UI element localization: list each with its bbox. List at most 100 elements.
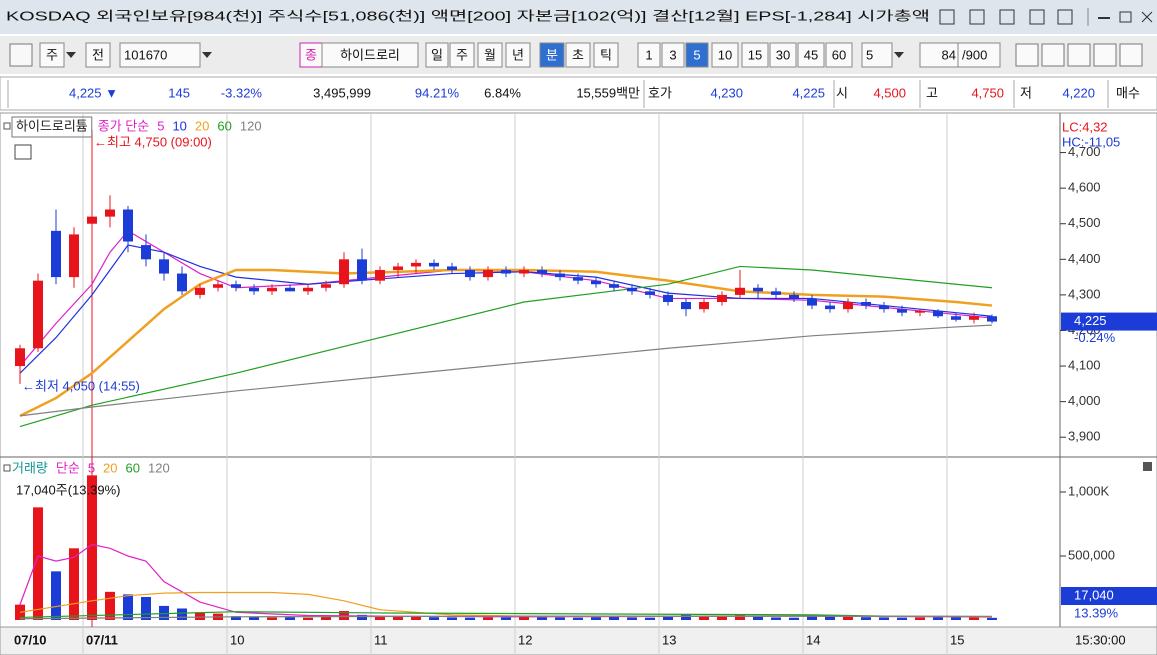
close-button[interactable] <box>1141 11 1153 23</box>
candle-body <box>465 269 475 278</box>
dropdown-arrow[interactable] <box>66 52 76 58</box>
candle-body <box>285 287 295 292</box>
volume-bar <box>159 605 169 620</box>
volume-bar <box>915 617 925 620</box>
candle-body <box>555 273 565 278</box>
quote-bar <box>0 76 1157 111</box>
quote-value: 4,500 <box>873 85 906 100</box>
candle-body <box>69 234 79 278</box>
volume-bar <box>735 614 745 620</box>
tool-icon[interactable] <box>1119 43 1143 67</box>
toolbar-button[interactable] <box>539 42 565 68</box>
candle-body <box>375 269 385 281</box>
toolbar-label: 초 <box>572 47 584 62</box>
toolbar-button[interactable] <box>85 42 111 68</box>
quote-value: -3.32% <box>221 85 263 100</box>
toolbar-button[interactable] <box>425 42 449 68</box>
toolbar-button[interactable] <box>685 42 709 68</box>
volume-bar <box>123 594 133 620</box>
candle-body <box>627 287 637 292</box>
table-icon[interactable] <box>14 144 32 160</box>
toolbar-button[interactable] <box>711 42 739 68</box>
tool-icon[interactable] <box>1067 43 1091 67</box>
volume-bar <box>717 616 727 620</box>
candle-body <box>663 294 673 303</box>
volume-bar <box>555 617 565 620</box>
candle-body <box>267 287 277 292</box>
toolbar-button[interactable] <box>565 42 591 68</box>
dropdown-arrow[interactable] <box>894 52 904 58</box>
toolbar-button[interactable] <box>661 42 685 68</box>
y-tick-label: 500,000 <box>1068 547 1115 562</box>
candle-body <box>915 310 925 313</box>
title-icon[interactable] <box>939 9 955 25</box>
toolbar-button[interactable] <box>957 42 1001 68</box>
y-tick-label: 4,100 <box>1068 357 1101 372</box>
toolbar-label: 10 <box>718 47 732 62</box>
maximize-button[interactable] <box>1119 11 1132 23</box>
toolbar-button[interactable] <box>797 42 825 68</box>
toolbar-icon[interactable] <box>9 43 33 67</box>
title-icon[interactable] <box>1057 9 1073 25</box>
volume-bar <box>627 617 637 620</box>
toolbar-button[interactable] <box>919 42 959 68</box>
quote-value: 94.21% <box>415 85 460 100</box>
candle-body <box>951 316 961 320</box>
toolbar-button[interactable] <box>825 42 853 68</box>
volume-bar <box>951 616 961 620</box>
quote-value: 호가 <box>648 85 672 100</box>
toolbar-button[interactable] <box>861 42 893 68</box>
volume-bar <box>33 507 43 620</box>
legend-marker <box>3 122 11 130</box>
volume-marker <box>1061 587 1157 605</box>
volume-bar <box>843 616 853 620</box>
annotation: ←최고 4,750 (09:00) <box>94 134 212 149</box>
toolbar-button[interactable] <box>769 42 797 68</box>
y-tick-label: 1,000K <box>1068 483 1110 498</box>
candle-body <box>771 291 781 295</box>
volume-bar <box>375 616 385 620</box>
volume-bar <box>231 616 241 620</box>
volume-bar <box>987 617 997 620</box>
volume-bar <box>609 616 619 620</box>
title-icon[interactable] <box>969 9 985 25</box>
tool-icon[interactable] <box>1041 43 1065 67</box>
toolbar-button[interactable] <box>477 42 503 68</box>
annotation: ←최저 4,050 (14:55) <box>22 378 140 393</box>
pane-close-button[interactable] <box>1143 462 1152 471</box>
toolbar-label: 하이드로리 <box>340 47 400 62</box>
title-icon[interactable] <box>999 9 1015 25</box>
toolbar-button[interactable] <box>593 42 619 68</box>
title-text: KOSDAQ 외국인보유[984(천)] 주식수[51,086(천)] 액면[2… <box>6 8 930 23</box>
toolbar-button[interactable] <box>39 42 65 68</box>
toolbar-button[interactable] <box>321 42 419 68</box>
toolbar-button[interactable] <box>741 42 769 68</box>
toolbar-label: 종 <box>305 47 317 62</box>
candle-body <box>393 266 403 270</box>
x-tick-label: 13 <box>662 632 676 647</box>
candle-body <box>987 316 997 322</box>
tool-icon[interactable] <box>1093 43 1117 67</box>
candle-body <box>195 287 205 295</box>
candle-body <box>753 287 763 292</box>
toolbar-button[interactable] <box>449 42 475 68</box>
chart-area <box>0 112 1157 628</box>
lc-label: LC:4,32 <box>1062 119 1108 134</box>
candle-body <box>843 302 853 310</box>
volume-bar <box>141 596 151 620</box>
toolbar-button[interactable] <box>119 42 201 68</box>
candle-body <box>933 310 943 317</box>
toolbar-button[interactable] <box>505 42 531 68</box>
toolbar-label: 일 <box>431 47 443 62</box>
volume-bar <box>465 617 475 620</box>
legend-label: 5 <box>88 460 95 475</box>
dropdown-arrow[interactable] <box>202 52 212 58</box>
volume-bar <box>195 612 205 620</box>
title-icon[interactable] <box>1029 9 1045 25</box>
toolbar-button[interactable] <box>637 42 661 68</box>
time-label: 15:30:00 <box>1075 632 1126 647</box>
volume-bar <box>519 616 529 620</box>
y-tick-label: 4,500 <box>1068 215 1101 230</box>
quote-value: 3,495,999 <box>313 85 371 100</box>
tool-icon[interactable] <box>1015 43 1039 67</box>
